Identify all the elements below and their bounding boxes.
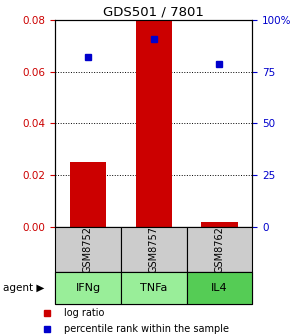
Text: log ratio: log ratio (64, 308, 104, 318)
Bar (201, 222, 238, 227)
Text: IFNg: IFNg (75, 283, 101, 293)
Text: GSM8762: GSM8762 (214, 226, 224, 273)
Bar (186, 227, 252, 272)
Bar (55, 227, 121, 272)
Bar (121, 227, 186, 272)
Text: IL4: IL4 (211, 283, 228, 293)
Text: percentile rank within the sample: percentile rank within the sample (64, 324, 229, 334)
Bar (55, 272, 121, 304)
Title: GDS501 / 7801: GDS501 / 7801 (103, 6, 204, 19)
Text: TNFa: TNFa (140, 283, 167, 293)
Text: GSM8752: GSM8752 (83, 226, 93, 273)
Bar (70, 162, 106, 227)
Bar (186, 272, 252, 304)
Text: agent ▶: agent ▶ (3, 283, 44, 293)
Bar (136, 20, 172, 227)
Text: GSM8757: GSM8757 (149, 226, 159, 273)
Bar (121, 272, 186, 304)
